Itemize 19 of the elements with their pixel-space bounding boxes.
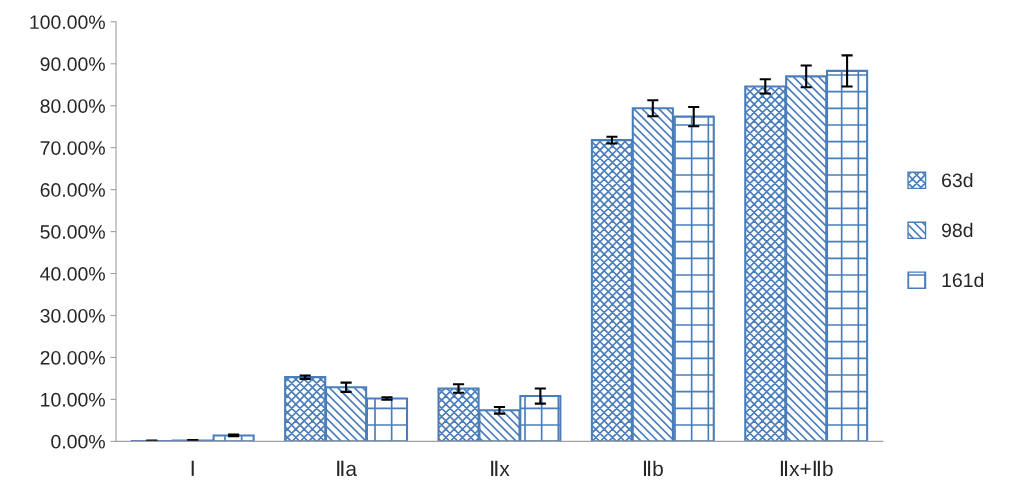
y-tick-label: 100.00% [30, 15, 105, 30]
x-tick-label: Ⅱb [643, 460, 663, 477]
y-tick-label: 30.00% [40, 308, 105, 323]
x-tick-label: Ⅰ [191, 460, 194, 476]
y-tick-label: 60.00% [40, 183, 105, 197]
x-tick-label: Ⅱa [337, 460, 358, 477]
legend-label: 161d [942, 272, 984, 288]
y-tick-label: 90.00% [40, 57, 105, 72]
y-tick-label: 0.00% [51, 434, 105, 449]
y-tick-label: 20.00% [40, 350, 105, 365]
legend-label: 98d [942, 222, 973, 238]
y-tick-label: 80.00% [40, 99, 105, 113]
y-tick-label: 10.00% [41, 392, 105, 407]
y-tick-label: 70.00% [40, 141, 105, 155]
legend-label: 63d [942, 172, 973, 188]
y-tick-label: 40.00% [40, 267, 105, 281]
x-tick-label: Ⅱx [491, 460, 510, 476]
x-tick-label: Ⅱx+Ⅱb [780, 460, 833, 477]
y-tick-label: 50.00% [40, 225, 105, 239]
